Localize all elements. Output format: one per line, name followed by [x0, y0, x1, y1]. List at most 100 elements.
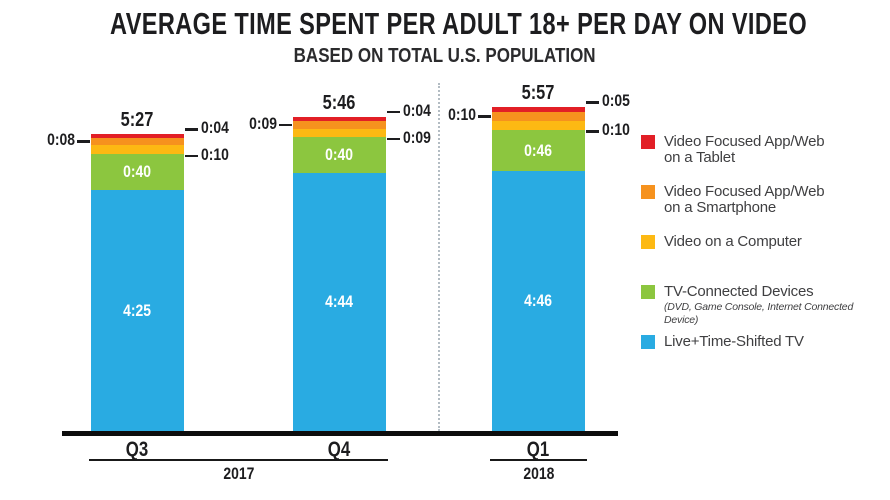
legend-label-line: Live+Time-Shifted TV	[664, 333, 804, 350]
period-divider-line	[438, 83, 440, 431]
legend-item: Video Focused App/Web on a Tablet	[641, 134, 889, 184]
legend-swatch-icon	[641, 285, 655, 299]
segment-callout-label: 0:10	[201, 145, 265, 165]
legend-label-line: on a Tablet	[664, 149, 735, 166]
value-label-text: 0:10	[448, 105, 476, 125]
value-label-text: 0:04	[201, 118, 229, 138]
value-label-text: 4:25	[123, 300, 152, 320]
bar-segment-q4	[293, 136, 386, 174]
legend-item: Video Focused App/Web on a Smartphone	[641, 184, 889, 234]
bar-segment-q1	[492, 120, 585, 130]
value-label-text: Q4	[328, 438, 351, 461]
value-label-text: Q3	[126, 438, 149, 461]
legend-label: TV-Connected Devices (DVD, Game Console, …	[664, 284, 889, 327]
chart-title: AVERAGE TIME SPENT PER ADULT 18+ PER DAY…	[110, 6, 808, 41]
bar-total-label: 5:46	[273, 92, 406, 115]
value-label-text: 0:10	[201, 144, 229, 164]
segment-callout-label: 0:09	[213, 114, 277, 134]
legend-label-line: Video on a Computer	[664, 233, 802, 250]
bar-segment-q3	[91, 154, 184, 191]
bar-segment-q3	[91, 137, 184, 146]
bar-segment-q1	[492, 129, 585, 172]
axis-category-label-q3: Q3	[71, 438, 204, 462]
segment-callout-label: 0:10	[602, 120, 666, 140]
legend-label-line: on a Smartphone	[664, 199, 777, 216]
bar-segment-q4	[293, 128, 386, 137]
bar-segment-q3	[91, 190, 184, 431]
year-label: 2018	[490, 464, 587, 484]
value-label-text: 0:40	[325, 145, 354, 165]
segment-callout-label: 0:10	[412, 105, 476, 125]
legend-swatch-icon	[641, 235, 655, 249]
legend-label: Video Focused App/Web on a Smartphone	[664, 184, 889, 216]
legend-item: Video on a Computer	[641, 234, 889, 284]
legend-label-line: Video Focused App/Web	[664, 183, 825, 200]
callout-line	[478, 115, 491, 118]
callout-line	[586, 101, 599, 104]
year-label: 2017	[89, 464, 388, 484]
segment-inside-label: 0:40	[293, 137, 386, 173]
axis-category-label-q4: Q4	[273, 438, 406, 462]
bar-segment-q3	[91, 134, 184, 138]
legend-label: Video Focused App/Web on a Tablet	[664, 134, 889, 166]
page-title: AVERAGE TIME SPENT PER ADULT 18+ PER DAY…	[0, 6, 890, 48]
chart-subtitle: BASED ON TOTAL U.S. POPULATION	[294, 45, 596, 67]
segment-callout-label: 0:08	[11, 130, 75, 150]
bar-segment-q1	[492, 107, 585, 112]
callout-line	[387, 110, 400, 114]
segment-inside-label: 4:46	[492, 171, 585, 431]
legend-item: TV-Connected Devices (DVD, Game Console, …	[641, 284, 889, 334]
legend-swatch-icon	[641, 135, 655, 149]
legend-item: Live+Time-Shifted TV	[641, 334, 889, 384]
segment-callout-label: 0:04	[201, 118, 265, 138]
bar-total-label: 5:27	[71, 109, 204, 132]
value-label-text: 0:46	[524, 140, 553, 160]
segment-inside-label: 0:46	[492, 130, 585, 172]
bar-segment-q4	[293, 120, 386, 129]
value-label-text: 0:09	[403, 127, 431, 147]
axis-category-label-q1: Q1	[472, 438, 605, 462]
value-label-text: 5:46	[323, 91, 356, 114]
legend-label-line: TV-Connected Devices	[664, 283, 814, 300]
legend-note: (DVD, Game Console, Internet Connected D…	[664, 301, 854, 326]
value-label-text: 0:08	[47, 130, 75, 150]
bar-segment-q3	[91, 145, 184, 155]
value-label-text: 4:44	[325, 292, 354, 312]
value-label-text: 0:04	[403, 100, 431, 120]
callout-line	[185, 154, 198, 158]
value-label-text: 0:40	[123, 162, 152, 182]
legend-label: Live+Time-Shifted TV	[664, 334, 889, 350]
value-label-text: 0:10	[602, 120, 630, 140]
x-axis-line	[62, 431, 618, 436]
bar-total-label: 5:57	[472, 82, 605, 105]
bar-segment-q4	[293, 116, 386, 121]
segment-inside-label: 4:25	[91, 190, 184, 431]
callout-line	[185, 128, 198, 131]
segment-inside-label: 4:44	[293, 173, 386, 431]
callout-line	[387, 137, 400, 141]
chart-subtitle-wrap: BASED ON TOTAL U.S. POPULATION	[0, 45, 890, 69]
bar-segment-q1	[492, 171, 585, 431]
year-group-line	[89, 459, 388, 461]
value-label-text: 2018	[522, 464, 555, 483]
legend-swatch-icon	[641, 335, 655, 349]
legend-label: Video on a Computer	[664, 234, 889, 250]
value-label-text: 0:09	[249, 113, 277, 133]
segment-callout-label: 0:04	[403, 101, 467, 121]
value-label-text: 5:57	[522, 82, 555, 104]
callout-line	[279, 123, 292, 127]
value-label-text: 0:05	[602, 91, 630, 111]
segment-callout-label: 0:09	[403, 128, 467, 148]
legend-label-line: Video Focused App/Web	[664, 133, 825, 150]
legend: Video Focused App/Web on a Tablet Video Fo…	[641, 134, 889, 384]
callout-line	[586, 130, 599, 133]
value-label-text: Q1	[527, 438, 550, 461]
bar-segment-q1	[492, 111, 585, 121]
value-label-text: 2017	[222, 464, 255, 483]
legend-swatch-icon	[641, 185, 655, 199]
year-group-line	[490, 459, 587, 461]
callout-line	[77, 140, 90, 143]
segment-inside-label: 0:40	[91, 154, 184, 190]
segment-callout-label: 0:05	[602, 91, 666, 111]
